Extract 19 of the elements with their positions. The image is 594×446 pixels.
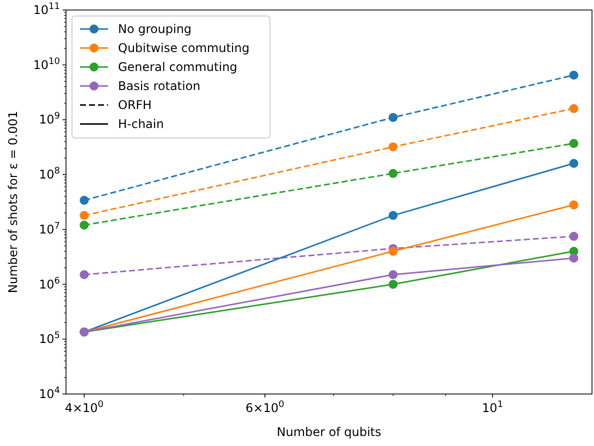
y-tick-label: 10$^{5}$ bbox=[38, 331, 60, 346]
legend-label: Qubitwise commuting bbox=[118, 41, 250, 55]
y-tick-label: 10$^{8}$ bbox=[38, 166, 60, 182]
annotation: H-chain bbox=[118, 117, 164, 131]
x-axis-title: Number of qubits bbox=[276, 425, 382, 439]
y-axis-title: Number of shots for ε = 0.001 bbox=[6, 110, 20, 294]
y-tick-label: 10$^{10}$ bbox=[33, 56, 60, 72]
y-tick-label: 10$^{4}$ bbox=[38, 386, 60, 401]
y-tick-label: 10$^{7}$ bbox=[38, 221, 60, 236]
legend-label: No grouping bbox=[118, 22, 192, 36]
annotation: ORFH bbox=[118, 98, 152, 112]
x-tick-label: 10$^{1}$ bbox=[482, 400, 504, 415]
x-tick-label: 4×10$^{0}$ bbox=[64, 400, 104, 415]
legend-label: Basis rotation bbox=[118, 79, 200, 93]
x-tick-label: 6×10$^{0}$ bbox=[246, 400, 285, 415]
y-tick-label: 10$^{11}$ bbox=[33, 2, 60, 17]
legend-label: General commuting bbox=[118, 60, 238, 74]
y-tick-label: 10$^{6}$ bbox=[38, 276, 60, 292]
y-tick-label: 10$^{9}$ bbox=[38, 112, 60, 127]
